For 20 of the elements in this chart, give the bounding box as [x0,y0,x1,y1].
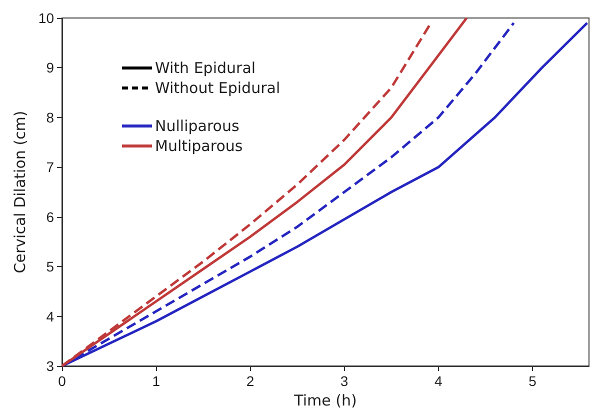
x-tick-label: 5 [528,373,537,389]
y-tick-label: 10 [38,10,54,26]
annotation: Without Epidural [155,79,280,97]
annotation: Multiparous [155,137,243,155]
y-tick-label: 7 [46,159,54,176]
x-tick-label: 0 [58,373,66,389]
y-tick-label: 6 [46,208,54,225]
y-tick-label: 9 [46,60,54,76]
annotation: With Epidural [155,59,256,77]
x-tick-label: 4 [434,373,443,389]
x-tick-label: 2 [246,373,254,389]
y-tick-label: 3 [46,358,54,374]
y-tick-label: 4 [46,308,54,324]
x-axis-title: Time (h) [293,391,357,410]
x-tick-label: 3 [340,373,348,389]
y-axis-title: Cervical Dilation (cm) [11,110,30,274]
y-tick-label: 8 [46,109,54,126]
x-tick-label: 1 [152,373,160,389]
annotation: Nulliparous [155,117,240,135]
y-tick-label: 5 [46,258,54,275]
